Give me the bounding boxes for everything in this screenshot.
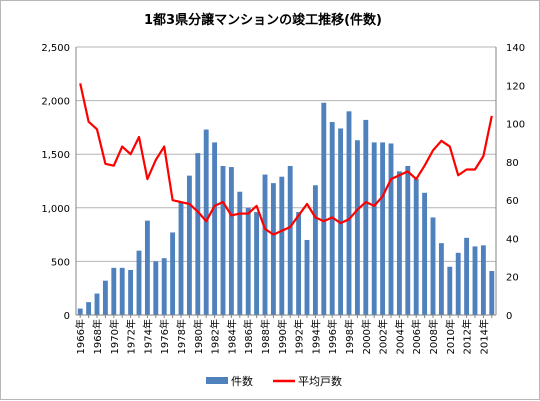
bar — [128, 269, 134, 315]
y2-axis-tick-label: 20 — [506, 273, 519, 284]
x-axis-tick-label: 2008年 — [427, 319, 440, 354]
x-axis-tick-label: 1972年 — [125, 319, 138, 354]
y2-axis-tick-label: 140 — [506, 43, 525, 54]
x-axis-tick-label: 1976年 — [158, 319, 171, 354]
bar — [455, 252, 461, 315]
bar — [480, 245, 486, 315]
bar — [153, 261, 159, 315]
x-axis-tick-label: 1984年 — [225, 319, 238, 354]
bar — [472, 246, 478, 315]
x-axis-tick-label: 2014年 — [477, 319, 490, 354]
x-axis-tick-label: 1970年 — [108, 319, 121, 354]
x-axis-tick-label: 1966年 — [74, 319, 87, 354]
bar — [447, 266, 453, 315]
bar — [464, 237, 470, 315]
bar — [354, 140, 360, 315]
bar — [270, 183, 276, 315]
x-axis-tick-label: 1998年 — [343, 319, 356, 354]
bar — [321, 102, 327, 315]
y-axis-tick-label: 0 — [64, 311, 70, 322]
bar — [237, 191, 243, 315]
bar — [312, 185, 318, 315]
x-axis-tick-label: 1968年 — [91, 319, 104, 354]
bar — [287, 165, 293, 315]
bar — [413, 178, 419, 315]
bar — [94, 293, 100, 315]
x-axis-tick-label: 1988年 — [259, 319, 272, 354]
x-axis-tick-label: 1990年 — [276, 319, 289, 354]
bar — [86, 302, 92, 315]
x-axis-tick-label: 1994年 — [309, 319, 322, 354]
bar — [195, 153, 201, 315]
legend-line-label: 平均戸数 — [298, 375, 342, 388]
y2-axis-tick-label: 80 — [506, 158, 519, 169]
y-axis-tick-label: 500 — [51, 257, 70, 268]
bar — [380, 142, 386, 315]
series-line — [79, 83, 493, 236]
bar — [111, 267, 117, 315]
bar-series — [77, 102, 495, 316]
x-axis-tick-label: 2010年 — [444, 319, 457, 354]
x-axis-tick-label: 1992年 — [293, 319, 306, 354]
bar — [144, 220, 150, 315]
x-axis-tick-label: 1996年 — [326, 319, 339, 354]
bar — [220, 165, 226, 315]
bar — [363, 119, 369, 316]
y-axis-tick-label: 1,000 — [41, 204, 70, 215]
bar — [388, 143, 394, 315]
bar — [254, 212, 260, 315]
x-axis-tick-label: 2004年 — [393, 319, 406, 354]
y2-axis-tick-label: 0 — [506, 311, 512, 322]
bar — [119, 267, 125, 315]
bar — [178, 202, 184, 315]
line-series — [79, 83, 493, 236]
chart-title: 1都3県分譲マンションの竣工推移(件数) — [144, 12, 382, 28]
x-axis-tick-label: 2002年 — [377, 319, 390, 354]
bar — [371, 142, 377, 315]
axes: 0 500 1,000 1,500 2,000 2,500 0 20 40 60 80 100 120 1… — [41, 43, 525, 354]
x-axis-tick-label: 2000年 — [360, 319, 373, 354]
bar — [338, 128, 344, 315]
x-axis-tick-label: 2012年 — [461, 319, 474, 354]
bar — [186, 175, 192, 315]
y-axis-tick-label: 1,500 — [41, 150, 70, 161]
bar — [161, 258, 167, 315]
y2-axis-tick-label: 60 — [506, 196, 519, 207]
bar — [430, 217, 436, 315]
bar — [102, 280, 108, 315]
legend-bar-swatch — [206, 377, 228, 384]
legend: 件数 平均戸数 — [206, 375, 342, 388]
x-axis-tick-label: 1986年 — [242, 319, 255, 354]
bar — [170, 232, 176, 315]
y-axis-tick-label: 2,500 — [41, 43, 70, 54]
bar — [396, 171, 402, 315]
bar — [405, 165, 411, 315]
y2-axis-tick-label: 40 — [506, 234, 519, 245]
x-axis-tick-label: 1978年 — [175, 319, 188, 354]
bar — [296, 212, 302, 315]
legend-bar-label: 件数 — [231, 375, 253, 388]
bar — [245, 207, 251, 315]
x-axis-tick-label: 1982年 — [209, 319, 222, 354]
bar — [279, 176, 285, 315]
x-axis-tick-label: 2006年 — [410, 319, 423, 354]
bar — [346, 111, 352, 315]
bar — [228, 167, 234, 315]
bar — [136, 250, 142, 315]
bar — [422, 192, 428, 315]
bar — [489, 271, 495, 315]
bar — [212, 142, 218, 315]
bar — [77, 308, 83, 315]
y2-axis-tick-label: 100 — [506, 120, 525, 131]
y2-axis-tick-label: 120 — [506, 81, 525, 92]
x-axis-tick-label: 1980年 — [192, 319, 205, 354]
bar — [262, 174, 268, 315]
y-axis-tick-label: 2,000 — [41, 97, 70, 108]
bar — [438, 243, 444, 315]
bar — [304, 239, 310, 315]
x-axis-tick-label: 1974年 — [141, 319, 154, 354]
